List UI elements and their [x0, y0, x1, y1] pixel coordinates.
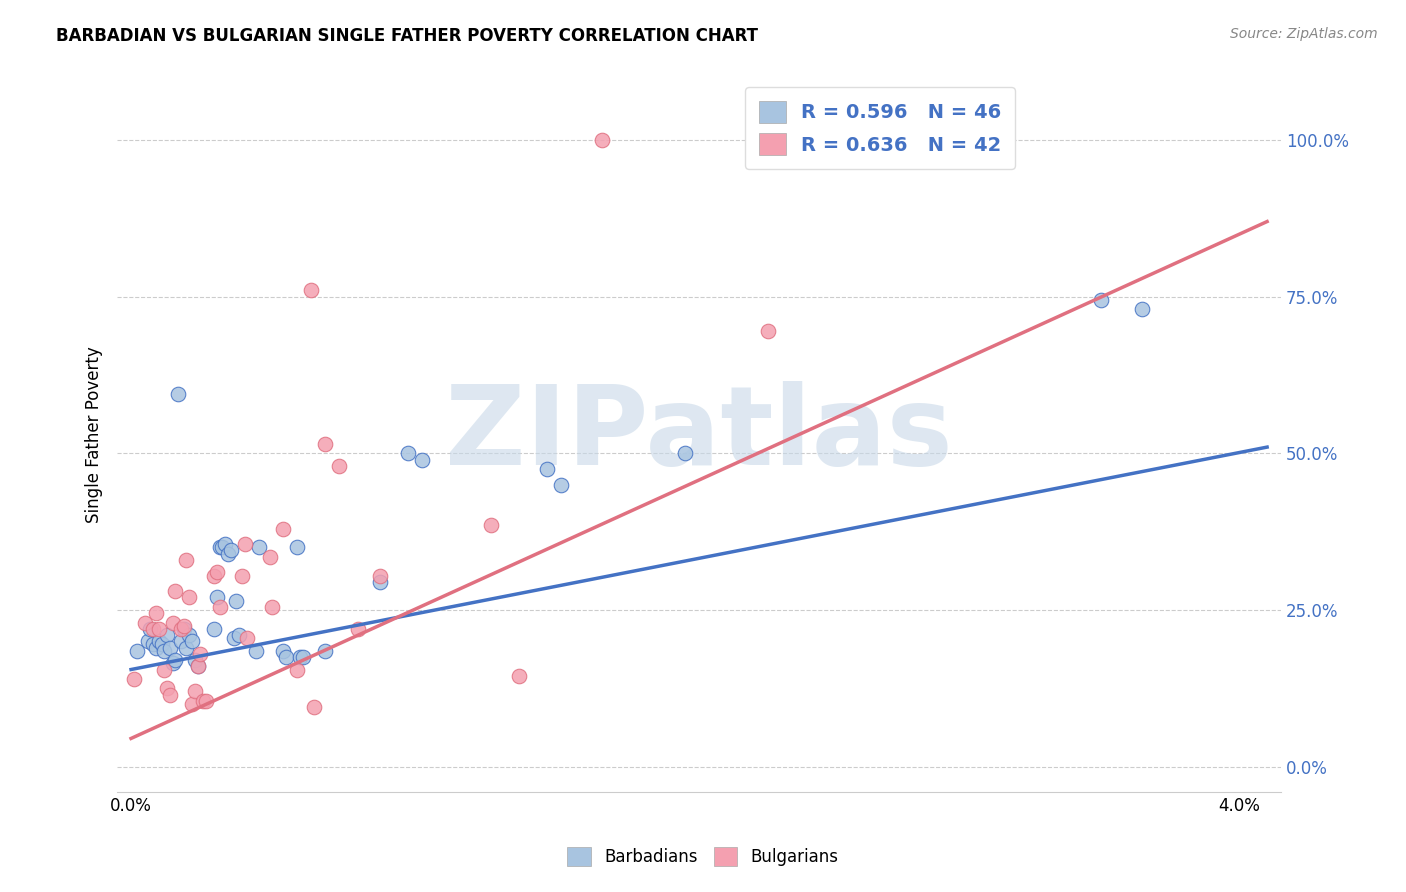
- Point: [219, 543, 242, 558]
- Point: [156, 628, 179, 642]
- Point: [314, 437, 336, 451]
- Point: [145, 640, 167, 655]
- Point: [247, 541, 270, 555]
- Point: [181, 697, 204, 711]
- Point: [145, 606, 167, 620]
- Legend: R = 0.596   N = 46, R = 0.636   N = 42: R = 0.596 N = 46, R = 0.636 N = 42: [745, 87, 1015, 169]
- Point: [165, 653, 187, 667]
- Point: [153, 644, 176, 658]
- Point: [288, 650, 311, 665]
- Point: [139, 622, 162, 636]
- Point: [591, 133, 613, 147]
- Point: [841, 133, 863, 147]
- Point: [159, 688, 181, 702]
- Point: [214, 537, 236, 551]
- Point: [396, 446, 419, 460]
- Point: [142, 622, 165, 636]
- Point: [187, 659, 209, 673]
- Point: [347, 622, 370, 636]
- Point: [276, 650, 298, 665]
- Y-axis label: Single Father Poverty: Single Father Poverty: [86, 346, 103, 523]
- Point: [184, 653, 207, 667]
- Point: [299, 284, 322, 298]
- Point: [202, 622, 225, 636]
- Point: [205, 566, 228, 580]
- Point: [162, 657, 184, 671]
- Point: [173, 622, 195, 636]
- Point: [179, 591, 201, 605]
- Point: [245, 644, 267, 658]
- Point: [187, 659, 209, 673]
- Point: [479, 518, 502, 533]
- Point: [225, 593, 247, 607]
- Point: [273, 644, 295, 658]
- Point: [156, 681, 179, 696]
- Point: [508, 669, 530, 683]
- Point: [165, 584, 187, 599]
- Point: [208, 599, 231, 614]
- Point: [125, 644, 148, 658]
- Point: [208, 541, 231, 555]
- Point: [550, 477, 572, 491]
- Point: [411, 452, 433, 467]
- Point: [148, 622, 170, 636]
- Point: [142, 637, 165, 651]
- Point: [302, 700, 325, 714]
- Point: [134, 615, 156, 630]
- Point: [176, 553, 198, 567]
- Point: [328, 458, 350, 473]
- Point: [162, 615, 184, 630]
- Point: [188, 647, 211, 661]
- Point: [150, 637, 173, 651]
- Point: [170, 634, 193, 648]
- Point: [122, 672, 145, 686]
- Point: [233, 537, 256, 551]
- Point: [148, 634, 170, 648]
- Point: [191, 694, 214, 708]
- Point: [756, 324, 779, 338]
- Point: [673, 446, 696, 460]
- Point: [211, 541, 233, 555]
- Point: [262, 599, 284, 614]
- Point: [259, 549, 281, 564]
- Point: [285, 541, 308, 555]
- Point: [194, 694, 217, 708]
- Point: [1090, 293, 1112, 307]
- Text: Source: ZipAtlas.com: Source: ZipAtlas.com: [1230, 27, 1378, 41]
- Point: [222, 631, 245, 645]
- Point: [291, 650, 314, 665]
- Point: [314, 644, 336, 658]
- Point: [173, 618, 195, 632]
- Point: [228, 628, 250, 642]
- Point: [184, 684, 207, 698]
- Point: [236, 631, 259, 645]
- Point: [536, 462, 558, 476]
- Point: [813, 133, 835, 147]
- Point: [285, 663, 308, 677]
- Point: [136, 634, 159, 648]
- Text: ZIPatlas: ZIPatlas: [446, 381, 953, 488]
- Point: [179, 628, 201, 642]
- Point: [181, 634, 204, 648]
- Point: [202, 568, 225, 582]
- Legend: Barbadians, Bulgarians: Barbadians, Bulgarians: [560, 838, 846, 875]
- Point: [205, 591, 228, 605]
- Point: [370, 574, 392, 589]
- Point: [159, 640, 181, 655]
- Point: [170, 622, 193, 636]
- Point: [231, 568, 253, 582]
- Point: [176, 640, 198, 655]
- Point: [167, 387, 190, 401]
- Point: [273, 522, 295, 536]
- Text: BARBADIAN VS BULGARIAN SINGLE FATHER POVERTY CORRELATION CHART: BARBADIAN VS BULGARIAN SINGLE FATHER POV…: [56, 27, 758, 45]
- Point: [1132, 302, 1154, 317]
- Point: [370, 568, 392, 582]
- Point: [217, 547, 239, 561]
- Point: [153, 663, 176, 677]
